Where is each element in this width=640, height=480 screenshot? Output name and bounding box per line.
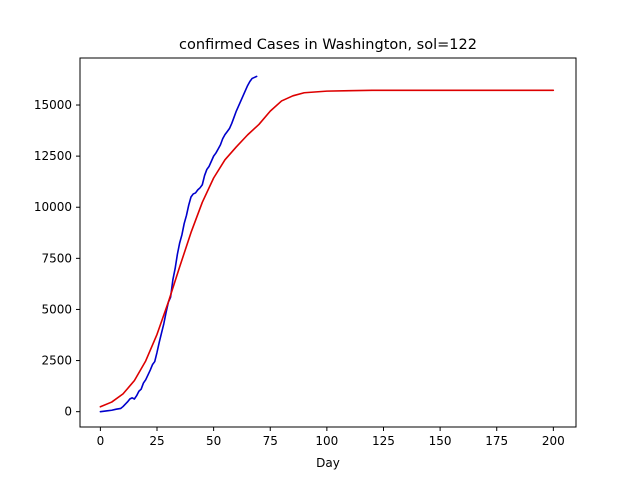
axes-frame bbox=[79, 57, 577, 428]
x-axis-label: Day bbox=[316, 456, 340, 470]
series-line-red bbox=[99, 89, 555, 408]
x-tick-label: 25 bbox=[149, 434, 164, 448]
y-tick-label: 15000 bbox=[34, 98, 72, 112]
series-layer bbox=[99, 75, 555, 413]
y-tick-label: 5000 bbox=[41, 302, 72, 316]
y-tick-label: 0 bbox=[64, 405, 72, 419]
x-tick-label: 200 bbox=[542, 434, 565, 448]
y-tick-label: 2500 bbox=[41, 354, 72, 368]
chart-title: confirmed Cases in Washington, sol=122 bbox=[179, 37, 477, 53]
y-tick-label: 12500 bbox=[34, 149, 72, 163]
x-tick-label: 100 bbox=[315, 434, 338, 448]
plot-area bbox=[80, 58, 576, 427]
x-tick-label: 0 bbox=[97, 434, 105, 448]
y-tick-label: 10000 bbox=[34, 200, 72, 214]
y-axis: 0 2500 5000 7500 10000 12500 15000 bbox=[34, 98, 80, 419]
series-line-blue bbox=[99, 75, 258, 413]
x-tick-label: 125 bbox=[372, 434, 395, 448]
x-tick-label: 50 bbox=[206, 434, 221, 448]
y-tick-label: 7500 bbox=[41, 251, 72, 265]
x-axis: 0 25 50 75 100 125 150 175 200 bbox=[97, 427, 565, 448]
x-tick-label: 175 bbox=[485, 434, 508, 448]
x-tick-label: 150 bbox=[429, 434, 452, 448]
x-tick-label: 75 bbox=[263, 434, 278, 448]
